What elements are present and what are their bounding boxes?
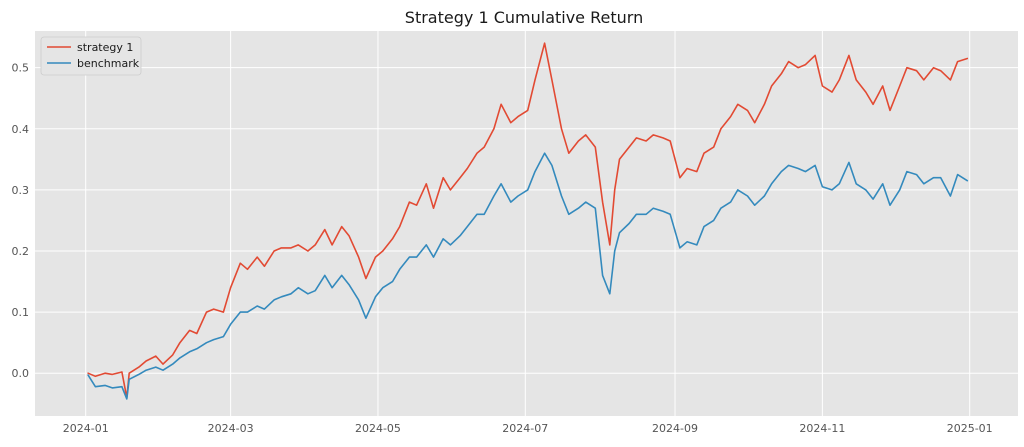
x-tick-label: 2024-09 <box>652 422 698 435</box>
x-tick-label: 2024-01 <box>63 422 109 435</box>
y-tick-label: 0.1 <box>12 306 30 319</box>
x-tick-label: 2024-03 <box>208 422 254 435</box>
y-tick-label: 0.0 <box>12 367 30 380</box>
plot-area <box>35 31 1018 416</box>
x-tick-label: 2024-07 <box>502 422 548 435</box>
x-tick-label: 2025-01 <box>947 422 993 435</box>
y-tick-label: 0.3 <box>12 184 30 197</box>
series-line-strategy-1 <box>87 42 969 399</box>
axis-ticks: 0.0 0.1 0.2 0.3 0.4 0.5 2024-01 2024-03 2024-05 2… <box>12 62 993 435</box>
y-tick-label: 0.5 <box>12 62 30 75</box>
legend-label-strategy-1: strategy 1 <box>77 41 133 54</box>
x-tick-label: 2024-05 <box>355 422 401 435</box>
chart-title: Strategy 1 Cumulative Return <box>405 8 643 27</box>
series-lines <box>87 42 969 400</box>
legend-label-benchmark: benchmark <box>77 57 140 70</box>
series-line-benchmark <box>87 152 969 400</box>
y-tick-label: 0.2 <box>12 245 30 258</box>
x-tick-label: 2024-11 <box>799 422 845 435</box>
y-tick-label: 0.4 <box>12 123 30 136</box>
legend: strategy 1 benchmark <box>40 36 142 76</box>
grid <box>35 31 1018 416</box>
